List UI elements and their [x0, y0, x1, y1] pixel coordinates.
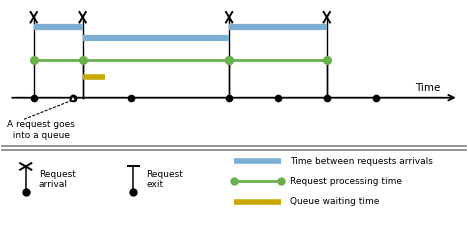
- Text: Request
exit: Request exit: [146, 169, 183, 189]
- Text: A request goes
  into a queue: A request goes into a queue: [7, 120, 75, 140]
- Text: Request
arrival: Request arrival: [39, 169, 76, 189]
- Text: Request processing time: Request processing time: [290, 177, 402, 186]
- Text: Time: Time: [415, 83, 440, 93]
- Text: Queue waiting time: Queue waiting time: [290, 197, 380, 206]
- Text: Time between requests arrivals: Time between requests arrivals: [290, 156, 433, 166]
